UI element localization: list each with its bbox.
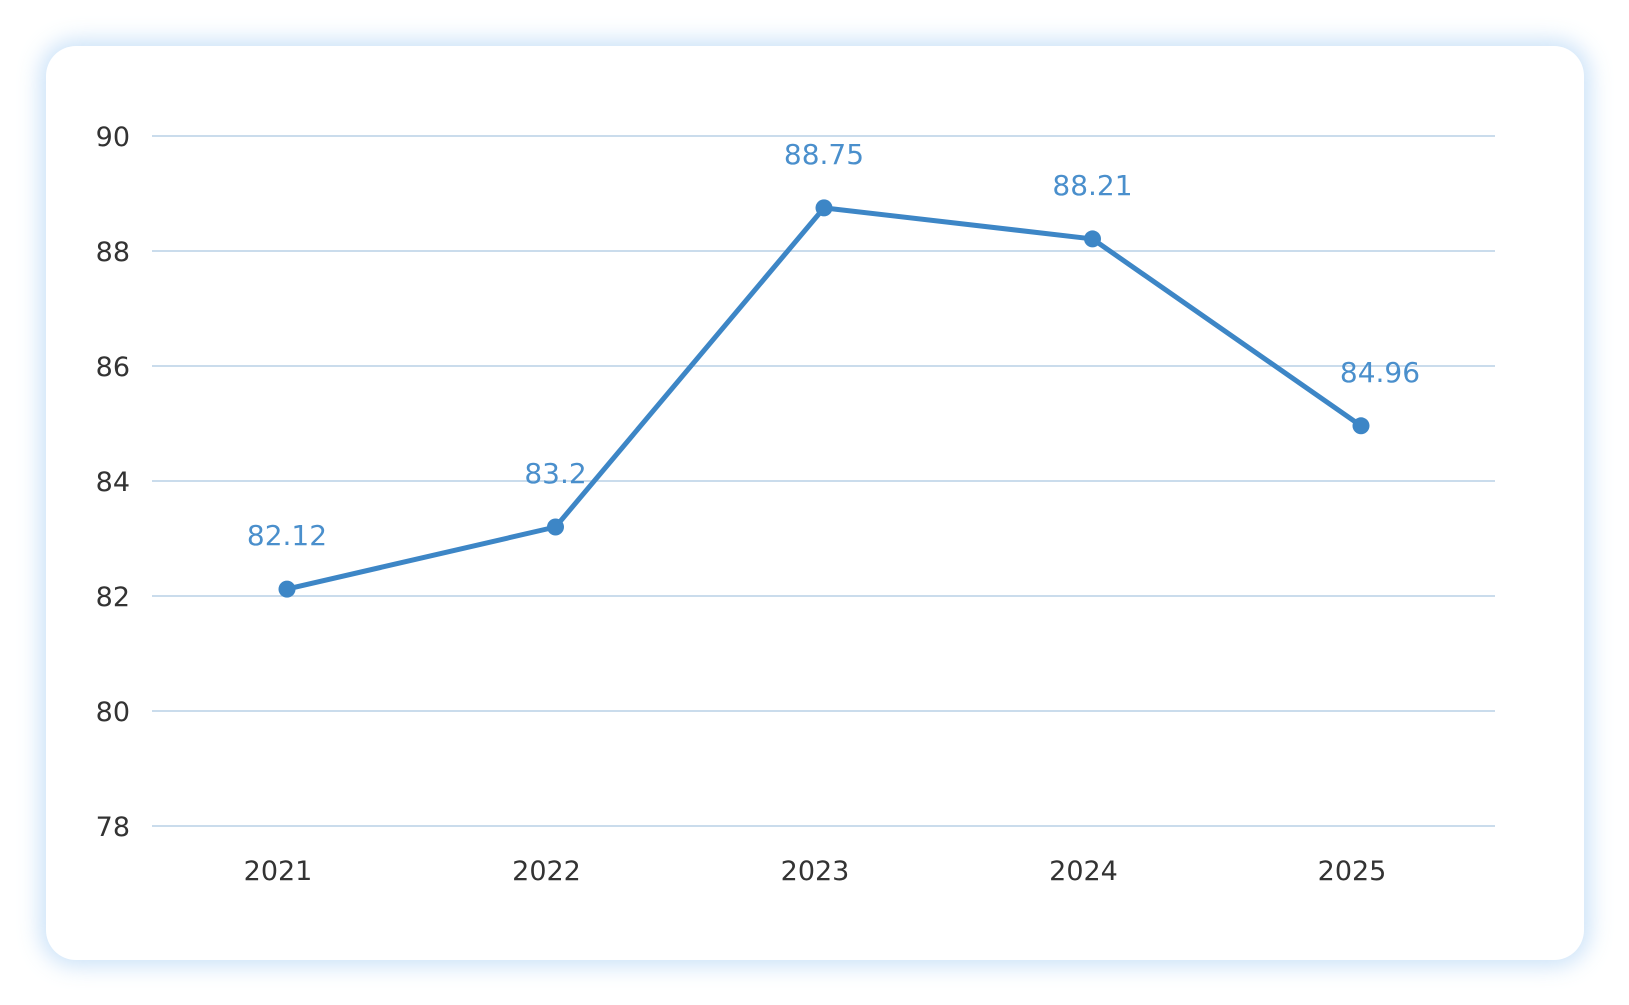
data-point-2022 bbox=[547, 518, 564, 536]
data-point-2024 bbox=[1084, 230, 1101, 248]
y-tick-label: 90 bbox=[96, 122, 130, 153]
x-tick-label: 2021 bbox=[244, 856, 313, 887]
data-label-2023: 88.75 bbox=[784, 138, 864, 171]
data-points bbox=[278, 199, 1370, 598]
data-label-2022: 83.2 bbox=[524, 457, 586, 490]
x-axis-ticks: 2021 2022 2023 2024 2025 bbox=[244, 856, 1387, 887]
gridlines bbox=[152, 135, 1495, 827]
y-tick-label: 86 bbox=[96, 352, 130, 383]
chart-card bbox=[46, 46, 1584, 960]
data-label-2024: 88.21 bbox=[1052, 169, 1132, 202]
x-tick-label: 2022 bbox=[512, 856, 581, 887]
x-tick-label: 2025 bbox=[1318, 856, 1387, 887]
y-tick-label: 84 bbox=[96, 467, 130, 498]
series-line bbox=[284, 205, 1364, 592]
data-label-2021: 82.12 bbox=[247, 519, 327, 552]
data-label-2025: 84.96 bbox=[1340, 356, 1420, 389]
y-tick-label: 78 bbox=[96, 812, 130, 843]
x-tick-label: 2023 bbox=[781, 856, 850, 887]
y-tick-label: 88 bbox=[96, 237, 130, 268]
data-point-2023 bbox=[815, 199, 833, 217]
data-point-2025 bbox=[1352, 417, 1370, 435]
x-tick-label: 2024 bbox=[1049, 856, 1118, 887]
y-tick-label: 82 bbox=[96, 582, 130, 613]
data-point-2021 bbox=[278, 580, 296, 598]
data-labels: 82.12 83.2 88.75 88.21 84.96 bbox=[247, 138, 1420, 552]
y-tick-label: 80 bbox=[96, 697, 130, 728]
y-axis-ticks: 78 80 82 84 86 88 90 bbox=[96, 122, 130, 843]
